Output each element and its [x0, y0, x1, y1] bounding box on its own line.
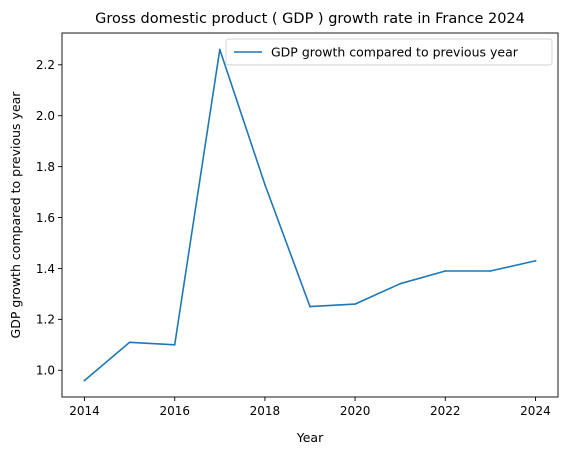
plot-area: 2014 2016 2018 2020 2022 2024 1.0 1.2 1.4 1.6 1.8… — [36, 32, 559, 418]
x-tick-label: 2018 — [250, 404, 281, 418]
data-point — [489, 270, 492, 272]
x-tick-label: 2020 — [340, 404, 371, 418]
y-tick-label: 1.0 — [36, 364, 55, 378]
y-tick-label: 1.8 — [36, 160, 55, 174]
data-point — [354, 303, 356, 305]
y-tick-label: 1.6 — [36, 211, 55, 225]
x-axis: 2014 2016 2018 2020 2022 2024 — [69, 397, 551, 418]
y-axis-label: GDP growth compared to previous year — [8, 91, 23, 339]
data-point — [128, 341, 131, 344]
data-point — [534, 259, 537, 262]
legend: GDP growth compared to previous year — [225, 38, 553, 66]
x-tick-label: 2022 — [430, 404, 461, 418]
data-point — [444, 270, 447, 272]
chart-title: Gross domestic product ( GDP ) growth ra… — [95, 11, 525, 27]
series-layer — [83, 48, 537, 382]
x-axis-label: Year — [296, 430, 324, 445]
data-point — [173, 343, 176, 346]
y-axis: 1.0 1.2 1.4 1.6 1.8 2.0 2.2 — [36, 58, 62, 378]
data-point — [218, 48, 221, 51]
axes-frame — [61, 32, 559, 398]
x-tick-label: 2016 — [159, 404, 190, 418]
data-point — [83, 379, 86, 382]
y-tick-label: 1.4 — [36, 262, 55, 276]
data-point — [264, 183, 266, 186]
y-tick-label: 2.0 — [36, 109, 55, 123]
y-tick-label: 2.2 — [36, 58, 55, 72]
data-point — [399, 282, 402, 285]
x-tick-label: 2024 — [520, 404, 551, 418]
x-tick-label: 2014 — [69, 404, 100, 418]
legend-box — [225, 38, 553, 66]
legend-label: GDP growth compared to previous year — [271, 45, 519, 60]
data-point — [309, 305, 311, 308]
y-tick-label: 1.2 — [36, 313, 55, 327]
